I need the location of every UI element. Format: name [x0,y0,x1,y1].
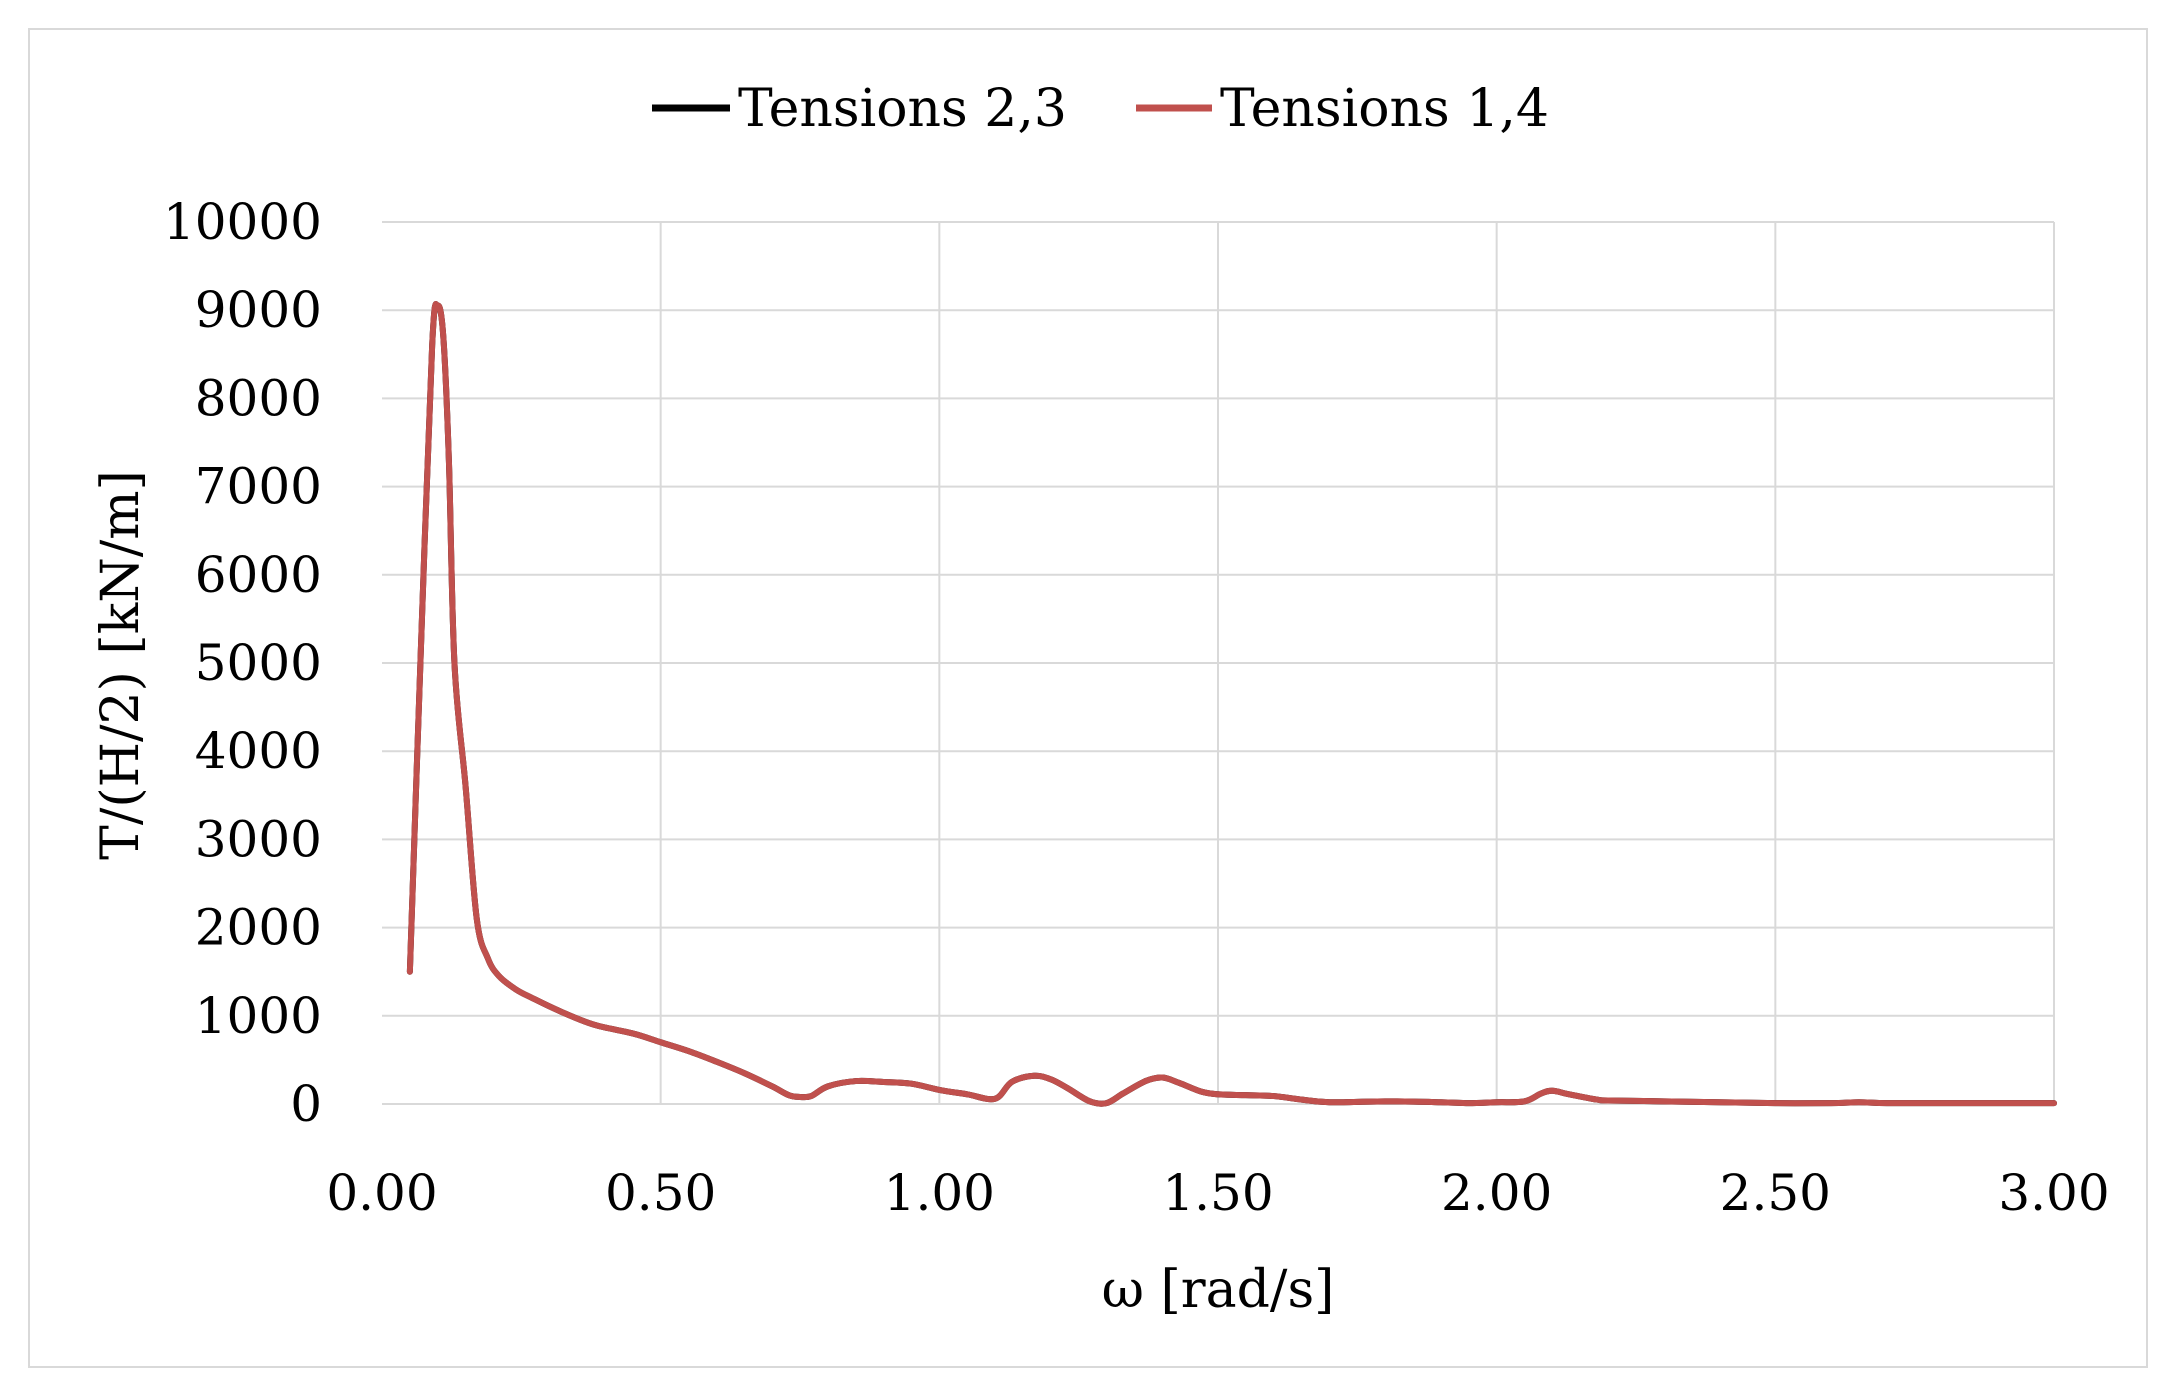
y-tick-label: 2000 [195,899,322,957]
y-tick-label: 8000 [195,369,322,427]
x-axis-ticks: 0.00 0.50 1.00 1.50 2.00 2.50 3.00 [326,1164,2109,1222]
x-tick-label: 0.00 [326,1164,437,1222]
x-tick-label: 1.00 [884,1164,995,1222]
x-tick-label: 3.00 [1998,1164,2109,1222]
x-axis-title: ω [rad/s] [1102,1260,1335,1320]
y-tick-label: 6000 [195,546,322,604]
y-tick-label: 9000 [195,281,322,339]
series-line-1 [406,301,2057,1107]
x-tick-label: 1.50 [1162,1164,1273,1222]
y-tick-label: 3000 [195,810,322,868]
chart-frame [28,28,2148,1368]
y-tick-label: 7000 [195,458,322,516]
x-tick-label: 2.00 [1441,1164,1552,1222]
x-tick-label: 2.50 [1720,1164,1831,1222]
legend-label-tensions-2-3: Tensions 2,3 [738,79,1067,139]
y-tick-label: 10000 [163,193,322,251]
x-tick-label: 0.50 [605,1164,716,1222]
legend: Tensions 2,3 Tensions 1,4 [652,79,1549,139]
y-axis-title: T/(H/2) [kN/m] [91,470,151,860]
y-tick-label: 0 [290,1075,322,1133]
y-tick-label: 5000 [195,634,322,692]
y-tick-label: 4000 [195,722,322,780]
series-lines [406,301,2057,1107]
series-line-0 [406,301,2057,1107]
y-axis-ticks: 0 1000 2000 3000 4000 5000 6000 7000 8000 9000 100… [163,193,322,1133]
y-tick-label: 1000 [195,987,322,1045]
legend-label-tensions-1-4: Tensions 1,4 [1220,79,1549,139]
gridlines [382,221,2055,1105]
